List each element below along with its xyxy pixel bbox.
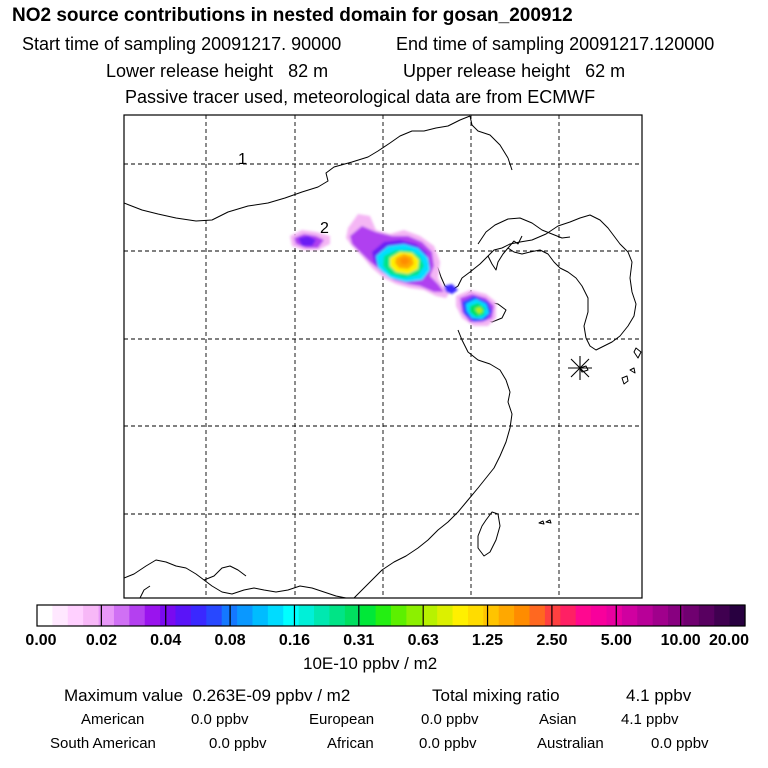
colorbar-tick-label: 2.50 — [536, 632, 568, 649]
lower-release-label: Lower release height 82 m — [106, 61, 329, 81]
colorbar-cell — [452, 605, 469, 626]
region-value: 0.0 ppbv — [421, 711, 479, 728]
colorbar-cell — [237, 605, 254, 626]
colorbar-cell — [698, 605, 715, 626]
end-time-label: End time of sampling 20091217.120000 — [396, 34, 715, 54]
region-name: Asian — [539, 711, 577, 728]
colorbar-cell — [52, 605, 69, 626]
colorbar-cell — [621, 605, 638, 626]
source-marker-2: 1 — [238, 151, 247, 168]
colorbar-cell — [514, 605, 531, 626]
map-area: 1 2 — [123, 114, 643, 599]
colorbar-cell — [637, 605, 654, 626]
colorbar — [36, 604, 746, 627]
colorbar-cell — [437, 605, 454, 626]
source-marker-1: 2 — [320, 220, 329, 237]
colorbar-cell — [160, 605, 177, 626]
colorbar-cell — [529, 605, 546, 626]
region-value: 0.0 ppbv — [419, 735, 477, 752]
region-name: African — [327, 735, 374, 752]
colorbar-tick-label: 0.04 — [150, 632, 182, 649]
colorbar-cell — [314, 605, 331, 626]
colorbar-cell — [498, 605, 515, 626]
colorbar-cell — [575, 605, 592, 626]
gridlines — [124, 115, 642, 598]
total-mixing-value: 4.1 ppbv — [626, 686, 692, 705]
colorbar-cell — [113, 605, 130, 626]
colorbar-cell — [206, 605, 223, 626]
colorbar-cell — [360, 605, 377, 626]
region-name: American — [81, 711, 145, 728]
colorbar-cell — [668, 605, 685, 626]
colorbar-cell — [67, 605, 84, 626]
colorbar-cell — [467, 605, 484, 626]
colorbar-cell — [375, 605, 392, 626]
colorbar-tick-label: 0.00 — [25, 632, 57, 649]
upper-release-label: Upper release height 62 m — [403, 61, 626, 81]
total-mixing-label: Total mixing ratio — [432, 686, 560, 705]
colorbar-tick-label: 0.31 — [343, 632, 375, 649]
tracer-note: Passive tracer used, meteorological data… — [125, 87, 596, 107]
region-value: 0.0 ppbv — [651, 735, 709, 752]
colorbar-cell — [344, 605, 361, 626]
colorbar-tick-label: 0.16 — [278, 632, 311, 649]
colorbar-cell — [175, 605, 192, 626]
colorbar-tick-label: 10.00 — [660, 632, 701, 649]
region-name: South American — [50, 735, 156, 752]
colorbar-cell — [406, 605, 423, 626]
region-value: 0.0 ppbv — [209, 735, 267, 752]
maximum-value: Maximum value 0.263E-09 ppbv / m2 — [64, 686, 351, 705]
colorbar-tick-label: 1.25 — [471, 632, 504, 649]
coastlines — [124, 115, 642, 598]
colorbar-cell — [329, 605, 346, 626]
colorbar-cell — [190, 605, 207, 626]
colorbar-cell — [267, 605, 284, 626]
colorbar-cell — [83, 605, 100, 626]
region-name: Australian — [537, 735, 604, 752]
colorbar-cell — [98, 605, 115, 626]
colorbar-cell — [421, 605, 438, 626]
colorbar-cell — [606, 605, 623, 626]
colorbar-cell — [714, 605, 731, 626]
colorbar-cell — [37, 605, 53, 626]
colorbar-cell — [591, 605, 608, 626]
colorbar-tick-label: 5.00 — [600, 632, 632, 649]
colorbar-tick-label: 0.63 — [407, 632, 439, 649]
colorbar-cell — [252, 605, 269, 626]
region-value: 0.0 ppbv — [191, 711, 249, 728]
colorbar-cell — [298, 605, 315, 626]
colorbar-cell — [560, 605, 577, 626]
colorbar-cell — [483, 605, 500, 626]
colorbar-units: 10E-10 ppbv / m2 — [303, 654, 438, 673]
concentration-field — [290, 214, 496, 326]
colorbar-cell — [283, 605, 300, 626]
start-time-label: Start time of sampling 20091217. 90000 — [22, 34, 342, 54]
colorbar-cell — [683, 605, 700, 626]
map-title: NO2 source contributions in nested domai… — [12, 5, 573, 26]
colorbar-cell — [729, 605, 746, 626]
colorbar-tick-label: 20.00 — [708, 632, 750, 649]
region-value: 4.1 ppbv — [621, 711, 679, 728]
colorbar-cell — [144, 605, 161, 626]
colorbar-cell — [129, 605, 146, 626]
receptor-star-icon — [568, 356, 592, 380]
colorbar-cell — [544, 605, 561, 626]
colorbar-tick-label: 0.08 — [214, 632, 246, 649]
region-name: European — [309, 711, 375, 728]
colorbar-cell — [391, 605, 407, 626]
colorbar-cell — [652, 605, 669, 626]
colorbar-tick-label: 0.02 — [85, 632, 117, 649]
